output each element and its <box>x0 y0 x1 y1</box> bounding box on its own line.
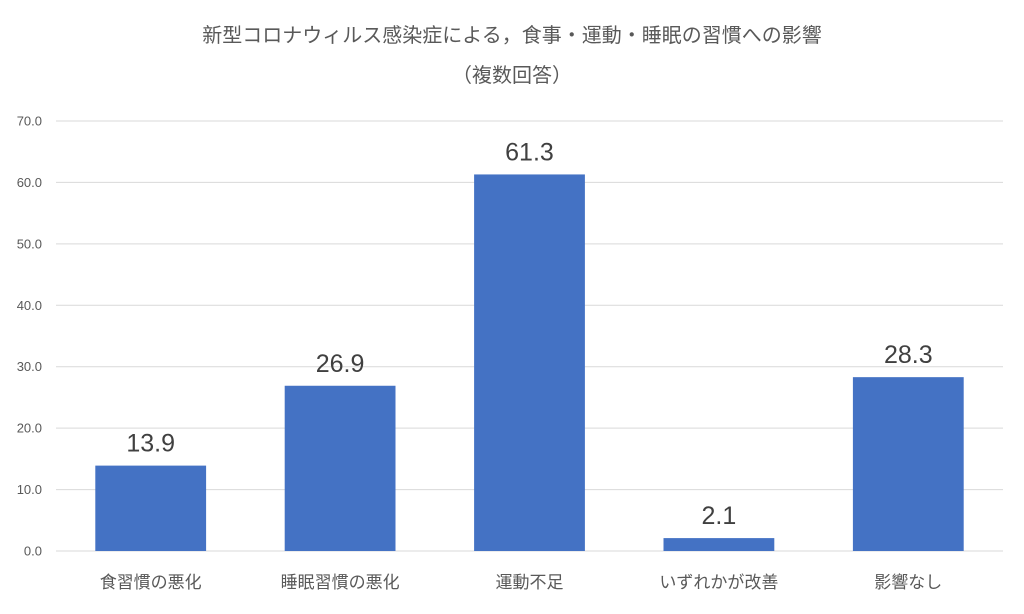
y-tick-label: 10.0 <box>17 482 42 497</box>
y-tick-label: 0.0 <box>24 544 42 559</box>
bars <box>95 174 964 551</box>
bar-value-label: 26.9 <box>316 350 365 378</box>
y-tick-label: 30.0 <box>17 359 42 374</box>
bar-value-label: 13.9 <box>126 430 175 458</box>
data-labels: 13.9 26.9 61.3 2.1 28.3 <box>126 138 932 530</box>
bar <box>95 465 207 551</box>
x-axis-categories: 食習慣の悪化 睡眠習慣の悪化 運動不足 いずれかが改善 影響なし <box>100 573 943 593</box>
bar-value-label: 28.3 <box>884 341 933 369</box>
bar <box>663 538 775 551</box>
chart-title: 新型コロナウィルス感染症による，食事・運動・睡眠の習慣への影響 <box>202 23 821 47</box>
bar-value-label: 2.1 <box>702 502 737 530</box>
y-tick-label: 40.0 <box>17 298 42 313</box>
y-axis-ticks: 0.0 10.0 20.0 30.0 40.0 50.0 60.0 70.0 <box>17 114 42 559</box>
bar-value-label: 61.3 <box>505 138 554 166</box>
x-category-label: 睡眠習慣の悪化 <box>281 573 400 593</box>
x-category-label: 食習慣の悪化 <box>100 573 202 593</box>
y-tick-label: 70.0 <box>17 114 42 129</box>
x-category-label: 影響なし <box>874 573 942 593</box>
y-tick-label: 50.0 <box>17 236 42 251</box>
y-tick-label: 60.0 <box>17 175 42 190</box>
x-category-label: いずれかが改善 <box>659 573 778 593</box>
bar <box>284 385 396 551</box>
x-category-label: 運動不足 <box>496 573 564 593</box>
bar <box>474 174 585 551</box>
bar <box>852 377 964 551</box>
chart-subtitle: （複数回答） <box>452 63 572 87</box>
y-tick-label: 20.0 <box>17 421 42 436</box>
